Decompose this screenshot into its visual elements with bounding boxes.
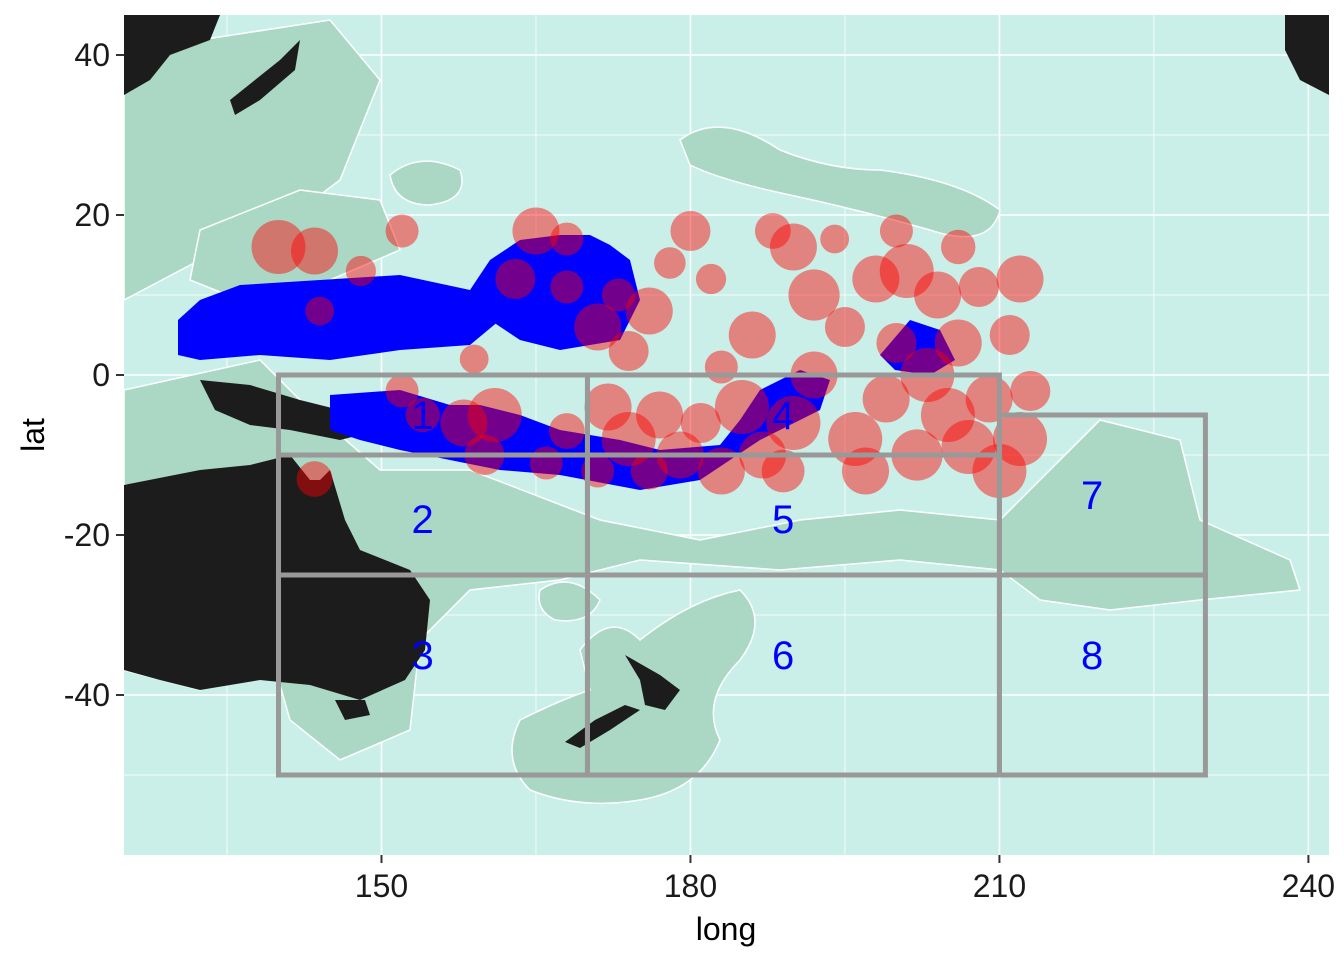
x-tick-label: 240 (1282, 868, 1335, 904)
region-label-2: 2 (412, 498, 434, 542)
region-label-6: 6 (772, 634, 794, 678)
catch-point (251, 220, 306, 274)
land-new-zealand-south (565, 705, 640, 748)
x-axis: 150 180 210 240 (355, 855, 1335, 904)
catch-point (305, 296, 335, 326)
catch-point (670, 211, 711, 251)
catch-point (385, 374, 419, 408)
catch-point (512, 207, 560, 255)
catch-point (920, 388, 975, 442)
eez-zones (124, 19, 1302, 805)
fishing-zone (178, 235, 955, 490)
catch-point (625, 287, 673, 335)
catch-point (1010, 371, 1051, 411)
catch-point (941, 420, 996, 474)
x-axis-title: long (696, 911, 757, 947)
catch-point (766, 396, 821, 450)
catch-point (296, 461, 333, 497)
catch-point (934, 319, 982, 367)
catch-point (996, 255, 1044, 303)
catch-point (941, 229, 976, 265)
catch-point (958, 267, 999, 307)
catch-point (862, 375, 910, 423)
y-axis-title: lat (15, 418, 51, 452)
fishing-zone-east (880, 320, 955, 375)
region-label-5: 5 (772, 498, 794, 542)
catch-point (654, 247, 686, 279)
y-tick-label: 0 (92, 357, 110, 393)
catch-point (697, 447, 745, 495)
catch-point (728, 311, 776, 359)
catch-point (345, 255, 376, 287)
catch-point (550, 222, 584, 256)
eez-zone (189, 189, 401, 301)
y-tick-label: 20 (74, 197, 110, 233)
catch-point (824, 307, 865, 347)
region-label-3: 3 (412, 634, 434, 678)
catch-point (601, 278, 635, 312)
catch-point (495, 259, 536, 299)
catch-point (876, 323, 917, 363)
x-tick-label: 210 (973, 868, 1026, 904)
catch-point (636, 391, 684, 439)
catch-point (440, 399, 488, 447)
land-new-zealand-north (625, 655, 680, 710)
y-axis: -40 -20 0 20 40 (64, 37, 124, 713)
x-tick-label: 150 (355, 868, 408, 904)
eez-zone (124, 19, 381, 301)
catch-point (574, 303, 622, 351)
fishing-zone-band (330, 370, 830, 490)
region-label-4: 4 (772, 394, 794, 438)
fishing-zone-west (178, 275, 500, 360)
y-tick-label: -20 (64, 517, 110, 553)
catch-point (914, 271, 962, 319)
catch-point (529, 446, 563, 480)
catch-point (680, 403, 721, 443)
region-label-7: 7 (1081, 474, 1103, 518)
catch-point (608, 331, 649, 371)
catch-point (989, 315, 1030, 355)
catch-point (548, 413, 585, 449)
catch-point (291, 227, 339, 275)
catch-point (852, 255, 900, 303)
eez-zone (389, 160, 463, 206)
catch-point (879, 214, 913, 248)
eez-zone (511, 589, 756, 805)
catch-point (842, 447, 890, 495)
region-boxes (275, 372, 1208, 778)
catch-point (820, 224, 850, 254)
fishing-zone-central (470, 235, 640, 350)
catch-point (754, 213, 791, 249)
catch-point (630, 452, 668, 490)
catch-point (769, 223, 817, 271)
region-labels: 1 2 3 4 5 6 7 8 (412, 394, 1104, 678)
catch-point (761, 449, 805, 493)
region-box-8 (996, 572, 1208, 778)
catch-point (788, 269, 840, 321)
catch-point (584, 383, 632, 431)
land-japan (124, 15, 220, 95)
catch-point (405, 397, 440, 433)
eez-zone (124, 359, 1302, 761)
x-tick-label: 180 (664, 868, 717, 904)
catch-point (695, 263, 727, 295)
catch-point (704, 350, 738, 384)
catch-point (714, 380, 769, 434)
region-label-8: 8 (1081, 634, 1103, 678)
y-tick-label: -40 (64, 677, 110, 713)
region-label-1: 1 (412, 394, 434, 438)
land-north-america (1285, 15, 1329, 95)
land-japan-islands (230, 40, 300, 115)
catch-point (385, 214, 419, 248)
catch-point (550, 270, 584, 304)
land-tasmania (335, 700, 370, 720)
y-tick-label: 40 (74, 37, 110, 73)
catch-point (459, 344, 489, 374)
catch-point (879, 244, 934, 298)
catch-point (993, 412, 1048, 466)
eez-zone (679, 126, 1001, 238)
catch-point (467, 388, 522, 442)
